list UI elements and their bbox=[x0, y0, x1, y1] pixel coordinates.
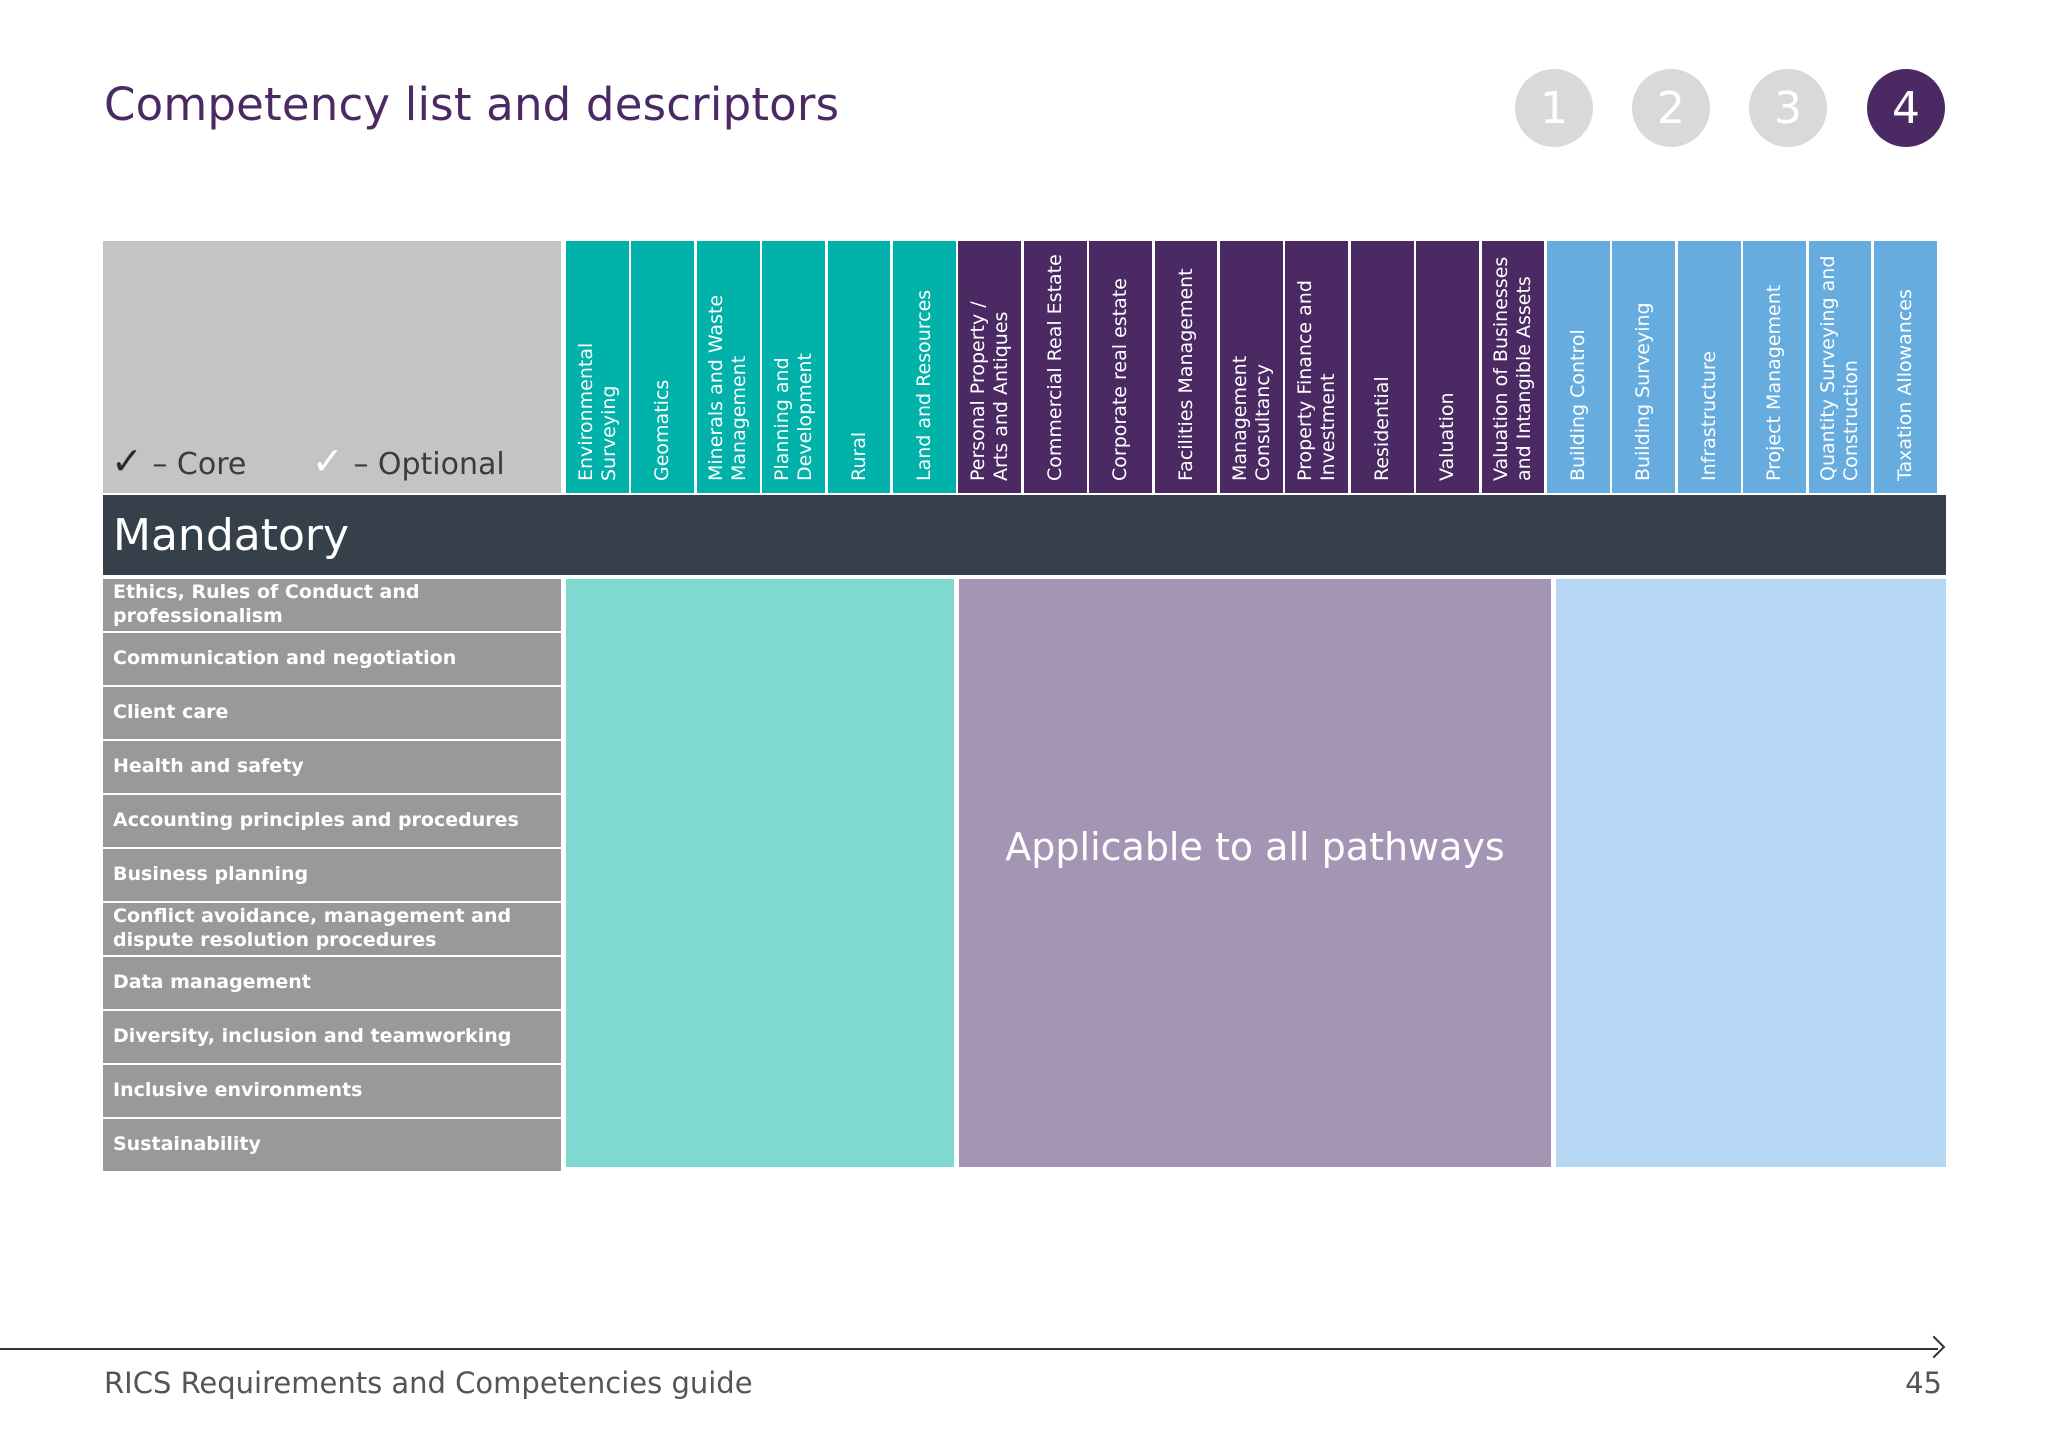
pathway-label: Personal Property / Arts and Antiques bbox=[966, 301, 1012, 481]
competency-row: Diversity, inclusion and teamworking bbox=[103, 1011, 561, 1063]
pathway-label: Building Surveying bbox=[1632, 302, 1655, 481]
pathway-label: Property Finance and Investment bbox=[1293, 280, 1339, 481]
pathway-label: Facilities Management bbox=[1174, 268, 1197, 481]
legend-cell: ✓ – Core ✓ – Optional bbox=[103, 241, 561, 493]
pathway-header-7: Personal Property / Arts and Antiques bbox=[958, 241, 1022, 493]
purple-pathways-block bbox=[959, 579, 1551, 1167]
pathway-header-15: Valuation of Businesses and Intangible A… bbox=[1481, 241, 1545, 493]
competency-row: Communication and negotiation bbox=[103, 633, 561, 685]
pathway-header-9: Corporate real estate bbox=[1089, 241, 1152, 493]
blue-pathways-block bbox=[1556, 579, 1946, 1167]
pathway-header-14: Valuation bbox=[1416, 241, 1479, 493]
arrow-right-icon[interactable] bbox=[1922, 1335, 1946, 1359]
competency-row: Inclusive environments bbox=[103, 1065, 561, 1117]
competency-row: Sustainability bbox=[103, 1119, 561, 1171]
optional-check-icon: ✓ bbox=[311, 439, 344, 483]
teal-pathways-block bbox=[566, 579, 954, 1167]
pathway-header-5: Rural bbox=[827, 241, 891, 493]
pathway-header-3: Minerals and Waste Management bbox=[696, 241, 760, 493]
pathway-header-20: Quantity Surveying and Construction bbox=[1808, 241, 1872, 493]
pathway-header-6: Land and Resources bbox=[893, 241, 956, 493]
step-2-button[interactable]: 2 bbox=[1632, 69, 1710, 147]
pathway-label: Project Management bbox=[1763, 284, 1786, 481]
pathway-label: Rural bbox=[847, 431, 870, 481]
pathway-label: Land and Resources bbox=[913, 289, 935, 481]
competency-row: Data management bbox=[103, 957, 561, 1009]
page-title: Competency list and descriptors bbox=[104, 78, 840, 131]
core-check-icon: ✓ bbox=[111, 439, 143, 483]
pathway-label: Taxation Allowances bbox=[1894, 289, 1916, 481]
pathway-header-13: Residential bbox=[1350, 241, 1414, 493]
pathway-header-10: Facilities Management bbox=[1154, 241, 1218, 493]
step-3-button[interactable]: 3 bbox=[1749, 69, 1827, 147]
pathway-header-1: Environmental Surveying bbox=[566, 241, 629, 493]
step-1-button[interactable]: 1 bbox=[1515, 69, 1593, 147]
pathway-header-21: Taxation Allowances bbox=[1874, 241, 1937, 493]
mandatory-section-bar: Mandatory bbox=[103, 495, 1946, 575]
competency-row: Health and safety bbox=[103, 741, 561, 793]
pathway-header-2: Geomatics bbox=[631, 241, 695, 493]
pathway-header-8: Commercial Real Estate bbox=[1023, 241, 1087, 493]
footer-title: RICS Requirements and Competencies guide bbox=[104, 1366, 753, 1400]
optional-label: – Optional bbox=[353, 447, 505, 482]
footer-rule bbox=[0, 1348, 1938, 1350]
pathway-header-16: Building Control bbox=[1547, 241, 1610, 493]
pathway-label: Quantity Surveying and Construction bbox=[1817, 255, 1862, 481]
step-4-button[interactable]: 4 bbox=[1867, 69, 1945, 147]
pathway-header-11: Management Consultancy bbox=[1220, 241, 1283, 493]
pathway-label: Minerals and Waste Management bbox=[705, 294, 751, 481]
pathway-label: Planning and Development bbox=[770, 353, 816, 481]
pathway-header-18: Infrastructure bbox=[1677, 241, 1741, 493]
pathway-label: Environmental Surveying bbox=[574, 342, 620, 481]
competency-row: Client care bbox=[103, 687, 561, 739]
pathway-label: Commercial Real Estate bbox=[1043, 254, 1066, 481]
applicable-to-all-text: Applicable to all pathways bbox=[1005, 825, 1505, 869]
pathway-label: Valuation of Businesses and Intangible A… bbox=[1490, 256, 1535, 481]
page-number: 45 bbox=[1905, 1366, 1942, 1400]
competency-row: Ethics, Rules of Conduct and professiona… bbox=[103, 579, 561, 631]
pathway-header-17: Building Surveying bbox=[1612, 241, 1676, 493]
pathway-label: Geomatics bbox=[651, 379, 674, 481]
pathway-header-19: Project Management bbox=[1743, 241, 1806, 493]
pathway-label: Infrastructure bbox=[1697, 350, 1720, 481]
competency-row: Conflict avoidance, management and dispu… bbox=[103, 903, 561, 955]
pathway-header-12: Property Finance and Investment bbox=[1285, 241, 1349, 493]
pathway-label: Building Control bbox=[1567, 329, 1589, 481]
pathway-label: Corporate real estate bbox=[1109, 278, 1132, 481]
pathway-label: Management Consultancy bbox=[1228, 355, 1274, 481]
legend: ✓ – Core ✓ – Optional bbox=[111, 439, 505, 483]
pathway-header-4: Planning and Development bbox=[762, 241, 825, 493]
core-label: – Core bbox=[152, 447, 247, 482]
pathway-label: Valuation bbox=[1436, 392, 1459, 481]
competency-row: Accounting principles and procedures bbox=[103, 795, 561, 847]
competency-row: Business planning bbox=[103, 849, 561, 901]
pathway-label: Residential bbox=[1370, 376, 1393, 481]
